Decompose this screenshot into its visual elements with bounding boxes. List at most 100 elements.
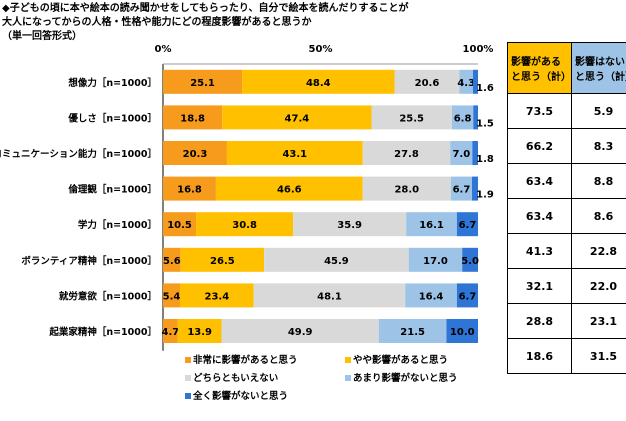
data-label: 45.9 [324, 256, 349, 267]
legend-label: どちらともいえない [193, 373, 279, 384]
data-label: 21.5 [400, 327, 425, 338]
data-label: 23.4 [205, 291, 230, 302]
data-label: 1.6 [476, 83, 494, 94]
legend-swatch [185, 357, 191, 363]
data-label: 25.5 [399, 113, 424, 124]
data-label: 6.7 [459, 291, 477, 302]
bar-segment [293, 212, 407, 237]
bar-segment [450, 141, 473, 165]
bar-segment [215, 176, 363, 201]
data-label: 1.5 [476, 118, 494, 129]
table-cell: 28.8 [507, 303, 572, 339]
data-label: 25.1 [190, 78, 215, 89]
data-label: 20.6 [415, 78, 440, 89]
data-label: 17.0 [423, 256, 448, 267]
legend: 非常に影響があると思う やや影響があると思うどちらともいえない あまり影響がないと思… [185, 352, 505, 402]
data-label: 27.8 [394, 149, 419, 160]
bar-segment [405, 283, 457, 308]
data-label: 20.3 [183, 149, 208, 160]
legend-item: 全く影響がないと思う [185, 388, 345, 402]
bar-segment [163, 247, 181, 272]
bar-segment [362, 141, 451, 165]
bar-segment [451, 105, 474, 130]
summary-table: 影響がある と思う（計） 影響はない と思う（計） 73.55.966.28.3… [507, 42, 626, 374]
data-label: 16.1 [419, 220, 444, 231]
category-label: 学力［n=1000］ [78, 219, 157, 231]
category-label: コミュニケーション能力［n=1000］ [0, 148, 157, 160]
bar-segment [163, 283, 181, 308]
bar-segment [222, 105, 372, 130]
legend-label: 全く影響がないと思う [193, 391, 289, 402]
legend-item: あまり影響がないと思う [345, 370, 505, 384]
bar-segment [472, 176, 478, 201]
table-cell: 18.6 [507, 338, 572, 374]
x-tick-label: 50% [309, 44, 333, 55]
x-tick-label: 100% [463, 44, 494, 55]
bar-segment [394, 69, 460, 94]
bar-segment [253, 283, 406, 308]
bar-segment [459, 69, 473, 94]
bar-segment [406, 212, 457, 237]
data-label: 6.7 [453, 185, 471, 196]
table-cell: 32.1 [507, 268, 572, 304]
data-label: 35.9 [337, 220, 362, 231]
table-cell: 5.9 [571, 93, 626, 129]
data-label: 5.0 [461, 256, 479, 267]
table-row: 28.8 23.1 [507, 303, 626, 339]
table-cell: 8.6 [571, 198, 626, 234]
bar-segment [163, 176, 216, 201]
bar-segment [196, 212, 294, 237]
data-label: 30.8 [232, 220, 257, 231]
data-label: 48.1 [317, 291, 342, 302]
data-label: 1.8 [476, 154, 494, 165]
legend-swatch [185, 375, 191, 381]
bar-segment [472, 141, 478, 165]
data-label: 43.1 [282, 149, 307, 160]
data-label: 4.7 [162, 327, 180, 338]
data-label: 6.7 [459, 220, 477, 231]
bar-segment [371, 105, 452, 130]
bar-segment [180, 283, 254, 308]
bar-segment [456, 212, 478, 237]
bar-segment [450, 176, 473, 201]
data-label: 16.8 [177, 185, 202, 196]
bar-segment [177, 319, 222, 343]
category-label: 想像力［n=1000］ [67, 77, 157, 89]
legend-swatch [345, 375, 351, 381]
data-label: 10.5 [167, 220, 192, 231]
table-cell: 73.5 [507, 93, 572, 129]
data-label: 13.9 [187, 327, 212, 338]
legend-item: 非常に影響があると思う [185, 352, 345, 366]
bar-segment [462, 247, 478, 272]
table-cell: 22.0 [571, 268, 626, 304]
table-row: 73.5 5.9 [507, 93, 626, 129]
category-label: ボランティア精神［n=1000］ [21, 255, 157, 267]
data-label: 28.0 [394, 185, 419, 196]
category-label: 就労意欲［n=1000］ [59, 290, 157, 302]
data-label: 46.6 [277, 185, 302, 196]
table-cell: 23.1 [571, 303, 626, 339]
bar-segment [180, 247, 265, 272]
bar-segment [472, 69, 478, 94]
header-not-affected: 影響はない と思う（計） [571, 42, 626, 94]
category-label: 倫理観［n=1000］ [68, 184, 157, 196]
legend-label: やや影響があると思う [353, 355, 449, 366]
table-cell: 8.3 [571, 128, 626, 164]
header-affected-label: 影響がある と思う（計） [511, 57, 571, 83]
chart-title: ◆子どもの頃に本や絵本の読み聞かせをしてもらったり、自分で絵本を読んだりすること… [2, 3, 409, 42]
data-label: 10.0 [450, 327, 475, 338]
data-label: 49.9 [288, 327, 313, 338]
table-cell: 31.5 [571, 338, 626, 374]
bar-segment [473, 105, 478, 130]
x-tick-label: 0% [155, 44, 172, 55]
legend-label: あまり影響がないと思う [353, 373, 458, 384]
bar-segment [362, 176, 451, 201]
bar-segment [163, 212, 197, 237]
data-label: 48.4 [306, 78, 331, 89]
bar-segment [163, 69, 243, 94]
data-label: 7.0 [452, 149, 470, 160]
bar-segment [446, 319, 478, 343]
table-cell: 8.8 [571, 163, 626, 199]
bar-segment [163, 105, 223, 130]
